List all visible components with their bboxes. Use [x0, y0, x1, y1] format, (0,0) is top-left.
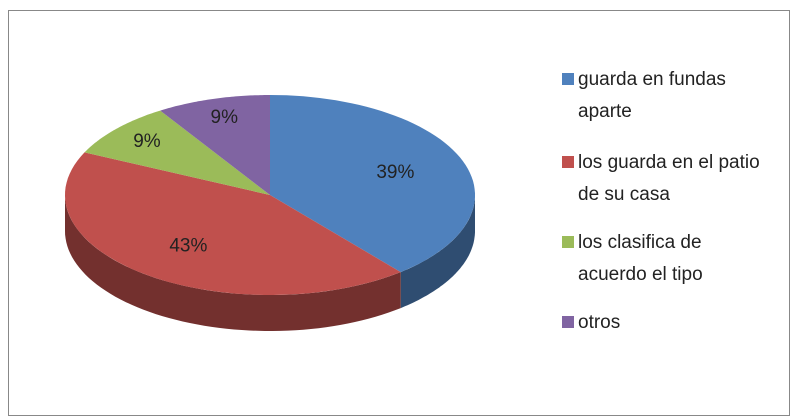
legend-swatch	[562, 156, 574, 168]
legend-swatch	[562, 316, 574, 328]
legend-entry: los guarda en el patio de su casa	[562, 147, 762, 211]
data-label: 43%	[169, 235, 207, 256]
slice	[65, 152, 401, 295]
slice-side	[400, 195, 475, 309]
chart-frame	[8, 10, 790, 416]
legend-label: los clasifica de acuerdo el tipo	[578, 232, 703, 285]
legend-label: los guarda en el patio de su casa	[578, 152, 760, 205]
slice-side	[65, 195, 401, 331]
slice	[270, 95, 475, 273]
data-label: 9%	[211, 107, 239, 128]
slice	[84, 110, 270, 195]
legend-entry: otros	[562, 307, 762, 339]
legend-entry: los clasifica de acuerdo el tipo	[562, 227, 762, 291]
data-label: 9%	[133, 131, 161, 152]
legend-swatch	[562, 73, 574, 85]
legend-label: otros	[578, 312, 621, 333]
legend-label: guarda en fundas aparte	[578, 69, 726, 122]
legend-swatch	[562, 236, 574, 248]
data-label: 39%	[376, 162, 414, 183]
slice	[160, 95, 270, 195]
legend-entry: guarda en fundas aparte	[562, 64, 762, 128]
